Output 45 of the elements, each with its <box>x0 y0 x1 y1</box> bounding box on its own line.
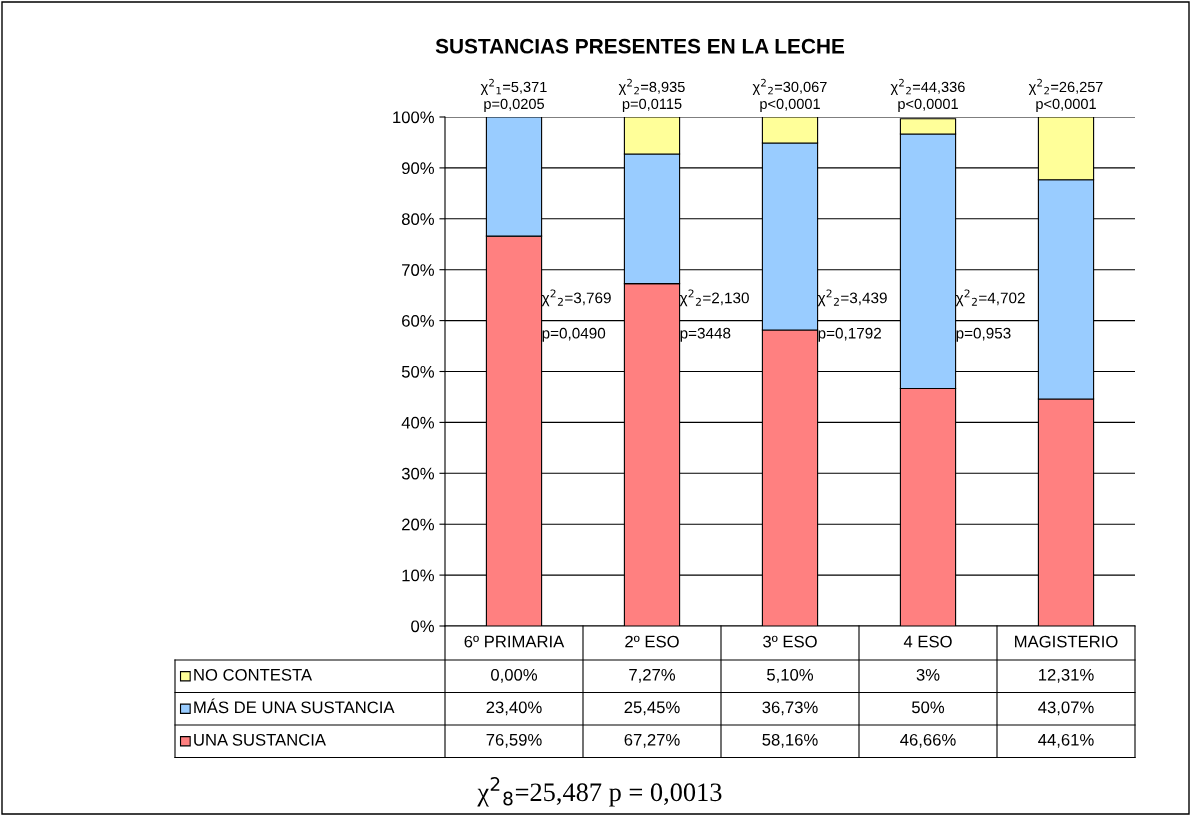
y-tick-label: 90% <box>402 162 434 175</box>
y-tick-label: 60% <box>402 315 434 327</box>
text: χ$^{2}$$_{2}$=3,439 p=0,1792 <box>817 289 887 342</box>
y-tick-label: 20% <box>402 518 434 531</box>
y-tick-label: 10% <box>402 569 434 582</box>
text: χ$^{2}$$_{2}$=26,257 p<0,0001 <box>1028 78 1103 112</box>
data-label: 25,45% <box>624 701 680 716</box>
text: χ$^{2}$$_{2}$=2,130 p=3448 <box>679 289 749 342</box>
x-tick-label: MAGISTERIO <box>1015 635 1118 648</box>
data-label: 76,59% <box>486 733 542 748</box>
data-label: 12,31% <box>1039 668 1094 683</box>
text: χ$^{2}$$_{2}$=8,935 p=0,0115 <box>618 78 685 112</box>
data-label: 67,27% <box>624 733 680 748</box>
chart-title: SUSTANCIAS PRESENTES EN LA LECHE <box>435 38 845 54</box>
y-tick-label: 50% <box>401 365 434 378</box>
text: χ$^{2}$$_{1}$=5,371 p=0,0205 <box>480 78 547 112</box>
text: χ$^{2}$$_{2}$=30,067 p<0,0001 <box>752 78 827 112</box>
text: χ$^{2}$$_{8}$=25,487 p = 0,0013 <box>477 777 722 807</box>
data-label: 7,27% <box>629 668 676 683</box>
data-label: 50% <box>911 701 945 714</box>
x-tick-label: 4 ESO <box>903 635 952 648</box>
data-label: 58,16% <box>762 733 818 748</box>
text: χ$^{2}$$_{2}$=44,336 p<0,0001 <box>890 78 965 112</box>
y-tick-label: 0% <box>411 620 434 633</box>
x-tick-label: 6º PRIMARIA <box>464 635 565 648</box>
data-label: 46,66% <box>900 733 956 748</box>
y-tick-label: 80% <box>401 213 434 225</box>
data-label: 23,40% <box>486 701 542 716</box>
text: χ$^{2}$$_{2}$=4,702 p=0,953 <box>955 289 1025 342</box>
data-label: 36,73% <box>762 701 818 716</box>
legend-label: UNA SUSTANCIA <box>194 733 326 746</box>
legend-label: NO CONTESTA <box>194 668 313 681</box>
data-label: 5,10% <box>767 668 814 683</box>
data-label: 3% <box>916 668 940 681</box>
y-tick-label: 70% <box>402 264 434 276</box>
legend-label: MÁS DE UNA SUSTANCIA <box>194 698 395 714</box>
data-label: 44,61% <box>1038 733 1094 748</box>
x-tick-label: 2º ESO <box>625 635 679 648</box>
data-label: 43,07% <box>1038 701 1094 716</box>
x-tick-label: 3º ESO <box>763 635 817 648</box>
data-label: 0,00% <box>491 668 538 683</box>
y-tick-label: 100% <box>393 111 434 124</box>
y-tick-label: 40% <box>401 416 434 429</box>
y-tick-label: 30% <box>401 467 434 480</box>
text: χ$^{2}$$_{2}$=3,769 p=0,0490 <box>541 289 611 342</box>
